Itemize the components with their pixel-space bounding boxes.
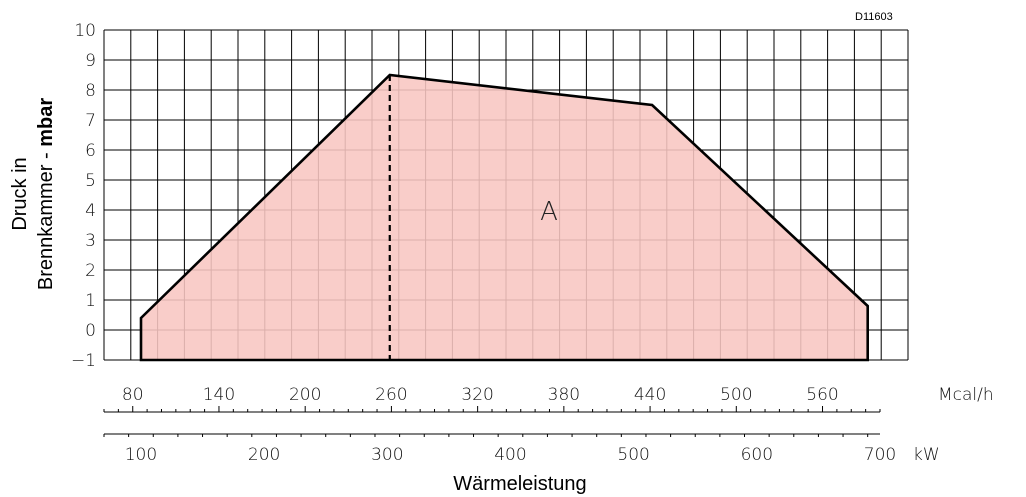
region-label: A <box>540 197 558 227</box>
y-tick-label: 10 <box>74 21 96 41</box>
y-tick-label: 1 <box>85 291 96 311</box>
x-axis-mcal: 80 140 200 260 320 380 440 500 560 <box>103 385 881 413</box>
x-axis-mcal-tick-label: 560 <box>806 385 838 405</box>
operating-range-outline <box>139 73 870 362</box>
x-axis-kw-tick-label: 100 <box>125 445 157 465</box>
plot-area <box>139 73 870 362</box>
y-tick-label: 4 <box>85 201 96 221</box>
x-axis-kw-tick-label: 200 <box>248 445 280 465</box>
x-axis-mcal-tick-label: 140 <box>203 385 235 405</box>
x-axis-mcal-tick-label: 440 <box>634 385 666 405</box>
operating-range-fill <box>141 75 868 360</box>
y-tick-label: −1 <box>71 351 96 371</box>
x-axis-kw-tick-label: 600 <box>741 445 773 465</box>
x-axis-mcal-tick-label: 500 <box>720 385 752 405</box>
y-axis-title-line2: Brennkammer - mbar <box>35 98 57 290</box>
x-axis-mcal-tick-label: 260 <box>375 385 407 405</box>
x-axis-mcal-unit: Mcal/h <box>938 385 994 405</box>
x-axis-mcal-tick-label: 320 <box>461 385 493 405</box>
y-tick-label: 3 <box>85 231 96 251</box>
x-axis-kw: 100 200 300 400 500 600 700 <box>103 433 896 465</box>
x-axis-mcal-tick-label: 80 <box>122 385 144 405</box>
x-axis-kw-tick-label: 700 <box>864 445 896 465</box>
y-tick-label: 8 <box>85 81 96 101</box>
x-axis-kw-tick-label: 300 <box>371 445 403 465</box>
y-tick-label: 9 <box>85 51 96 71</box>
y-tick-label: 6 <box>85 141 96 161</box>
y-tick-label: 0 <box>85 321 96 341</box>
y-axis-title-prefix: Brennkammer - <box>35 147 57 290</box>
y-axis-title-line1: Druck in <box>9 157 31 230</box>
x-axis-kw-unit: kW <box>913 445 940 465</box>
x-axis-mcal-tick-label: 200 <box>289 385 321 405</box>
x-axis-kw-tick-label: 400 <box>494 445 526 465</box>
x-axis-mcal-tick-label: 380 <box>548 385 580 405</box>
y-tick-label: 7 <box>85 111 96 131</box>
x-axis-kw-tick-label: 500 <box>617 445 649 465</box>
y-axis-unit: mbar <box>35 98 57 147</box>
x-axis-title: Wärmeleistung <box>453 473 586 495</box>
y-tick-label: 5 <box>85 171 96 191</box>
reference-code: D11603 <box>855 11 893 23</box>
y-tick-label: 2 <box>85 261 96 281</box>
